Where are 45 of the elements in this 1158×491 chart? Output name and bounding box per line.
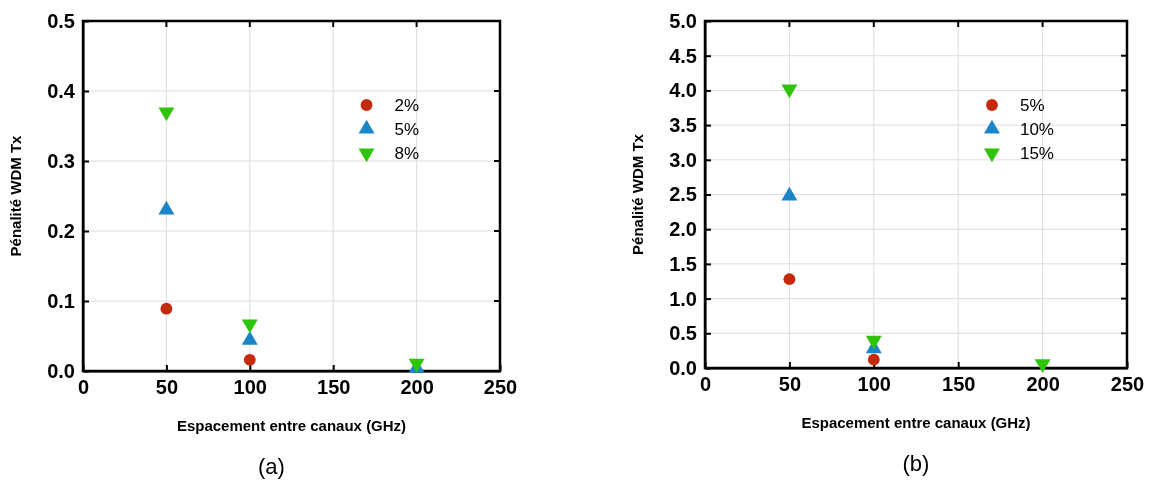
- x-tick-label: 200: [1026, 373, 1060, 396]
- x-tick-label: 100: [857, 373, 891, 396]
- x-tick-label: 0: [699, 373, 712, 396]
- y-axis-title: Pénalité WDM Tx: [629, 133, 646, 255]
- legend-label: 5%: [1019, 96, 1045, 115]
- y-tick-label: 4.0: [669, 79, 697, 102]
- legend-label: 15%: [1019, 144, 1054, 163]
- x-tick-label: 200: [400, 376, 434, 399]
- y-tick-label: 1.0: [669, 287, 697, 310]
- x-tick-label: 0: [77, 376, 90, 399]
- x-tick-label: 50: [778, 373, 802, 396]
- text: (a): [258, 454, 285, 479]
- legend-label: 2%: [394, 96, 420, 115]
- y-tick-label: 0.2: [47, 219, 75, 242]
- y-tick-label: 1.5: [669, 252, 697, 275]
- y-tick-label: 0.5: [47, 9, 75, 32]
- y-axis-title: Pénalité WDM Tx: [7, 134, 24, 257]
- point: [158, 107, 175, 122]
- x-tick-label: 100: [233, 376, 267, 399]
- y-tick-label: 2.0: [669, 218, 697, 241]
- point: [243, 353, 256, 366]
- y-tick-label: 0.3: [47, 149, 75, 172]
- text: (b): [902, 451, 930, 476]
- y-tick-label: 3.5: [669, 114, 697, 136]
- y-tick-label: 2.5: [669, 183, 697, 206]
- y-tick-label: 0.0: [47, 359, 75, 382]
- legend-label: 5%: [394, 120, 420, 139]
- legend-label: 8%: [394, 144, 420, 163]
- y-tick-label: 0.0: [669, 356, 697, 379]
- x-tick-label: 250: [1110, 373, 1145, 396]
- x-tick-label: 50: [155, 376, 179, 399]
- y-tick-label: 3.0: [669, 148, 697, 171]
- y-tick-label: 0.5: [669, 322, 697, 345]
- x-axis-title: Espacement entre canaux (GHz): [801, 414, 1031, 431]
- x-axis-title: Espacement entre canaux (GHz): [176, 417, 407, 434]
- x-tick-label: 150: [942, 373, 976, 396]
- x-tick-label: 150: [317, 376, 351, 399]
- y-tick-label: 5.0: [669, 9, 697, 32]
- y-tick-label: 0.4: [47, 79, 76, 102]
- legend-label: 10%: [1019, 120, 1054, 139]
- y-tick-label: 4.5: [669, 44, 697, 67]
- y-tick-label: 0.1: [47, 289, 75, 312]
- point: [241, 331, 258, 345]
- x-tick-label: 250: [483, 376, 518, 399]
- point: [160, 302, 173, 315]
